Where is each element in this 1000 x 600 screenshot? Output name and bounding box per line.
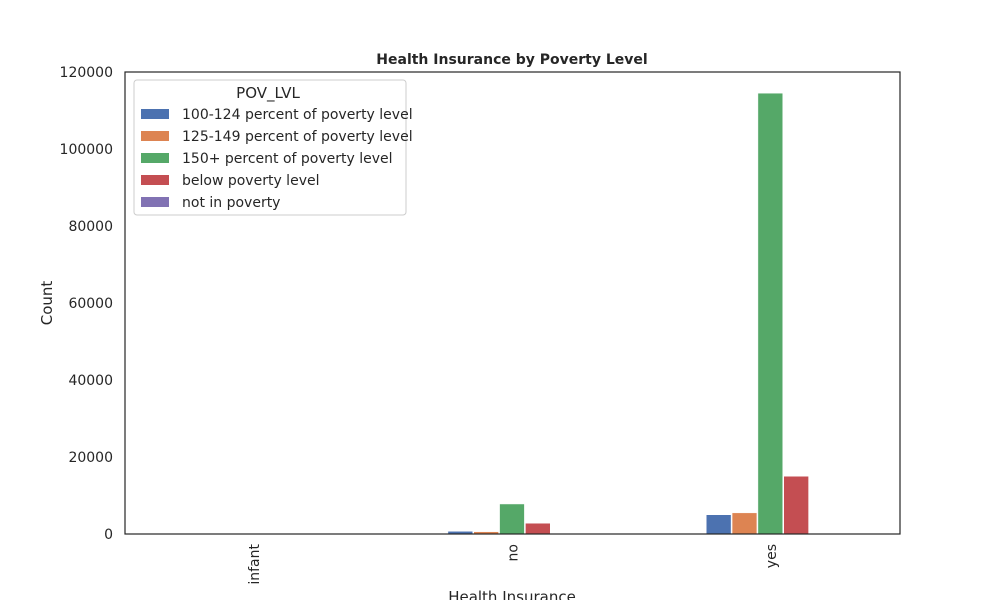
legend: POV_LVL 100-124 percent of poverty level…	[133, 79, 413, 216]
y-axis-label: Count	[38, 281, 56, 326]
y-tick-label: 120000	[60, 65, 113, 81]
y-tick-label: 60000	[68, 296, 113, 312]
legend-swatch-0	[141, 109, 169, 119]
y-tick-label: 100000	[60, 142, 113, 158]
legend-box	[133, 79, 407, 216]
x-tick-label-no: no	[506, 544, 522, 561]
bar-yes-series-0	[706, 514, 732, 535]
legend-label-2: 150+ percent of poverty level	[182, 151, 393, 167]
y-tick-label: 20000	[68, 450, 113, 466]
legend-swatch-4	[141, 197, 169, 207]
legend-swatch-2	[141, 153, 169, 163]
bar-no-series-2	[499, 503, 525, 535]
chart-title: Health Insurance by Poverty Level	[376, 52, 647, 68]
bar-yes-series-2	[757, 92, 783, 535]
legend-swatch-3	[141, 175, 169, 185]
legend-items: 100-124 percent of poverty level 125-149 …	[141, 107, 413, 211]
x-axis-label: Health Insurance	[448, 588, 576, 600]
legend-swatch-1	[141, 131, 169, 141]
x-axis-ticks: infant no yes	[247, 543, 780, 584]
legend-label-1: 125-149 percent of poverty level	[182, 129, 413, 145]
y-tick-label: 80000	[68, 219, 113, 235]
legend-label-4: not in poverty	[182, 195, 280, 211]
bar-yes-series-1	[731, 512, 758, 535]
bars	[447, 92, 809, 535]
plot-frame	[124, 71, 901, 535]
bar-no-series-3	[525, 522, 551, 535]
legend-label-0: 100-124 percent of poverty level	[182, 107, 413, 123]
legend-label-3: below poverty level	[182, 173, 319, 189]
y-tick-label: 0	[104, 527, 113, 543]
y-axis-ticks: 0 20000 40000 60000 80000 100000 120000	[60, 65, 113, 543]
x-tick-label-yes: yes	[764, 544, 780, 568]
bar-yes-series-3	[783, 476, 809, 535]
y-tick-label: 40000	[68, 373, 113, 389]
x-tick-label-infant: infant	[247, 543, 263, 584]
legend-title: POV_LVL	[236, 84, 300, 103]
